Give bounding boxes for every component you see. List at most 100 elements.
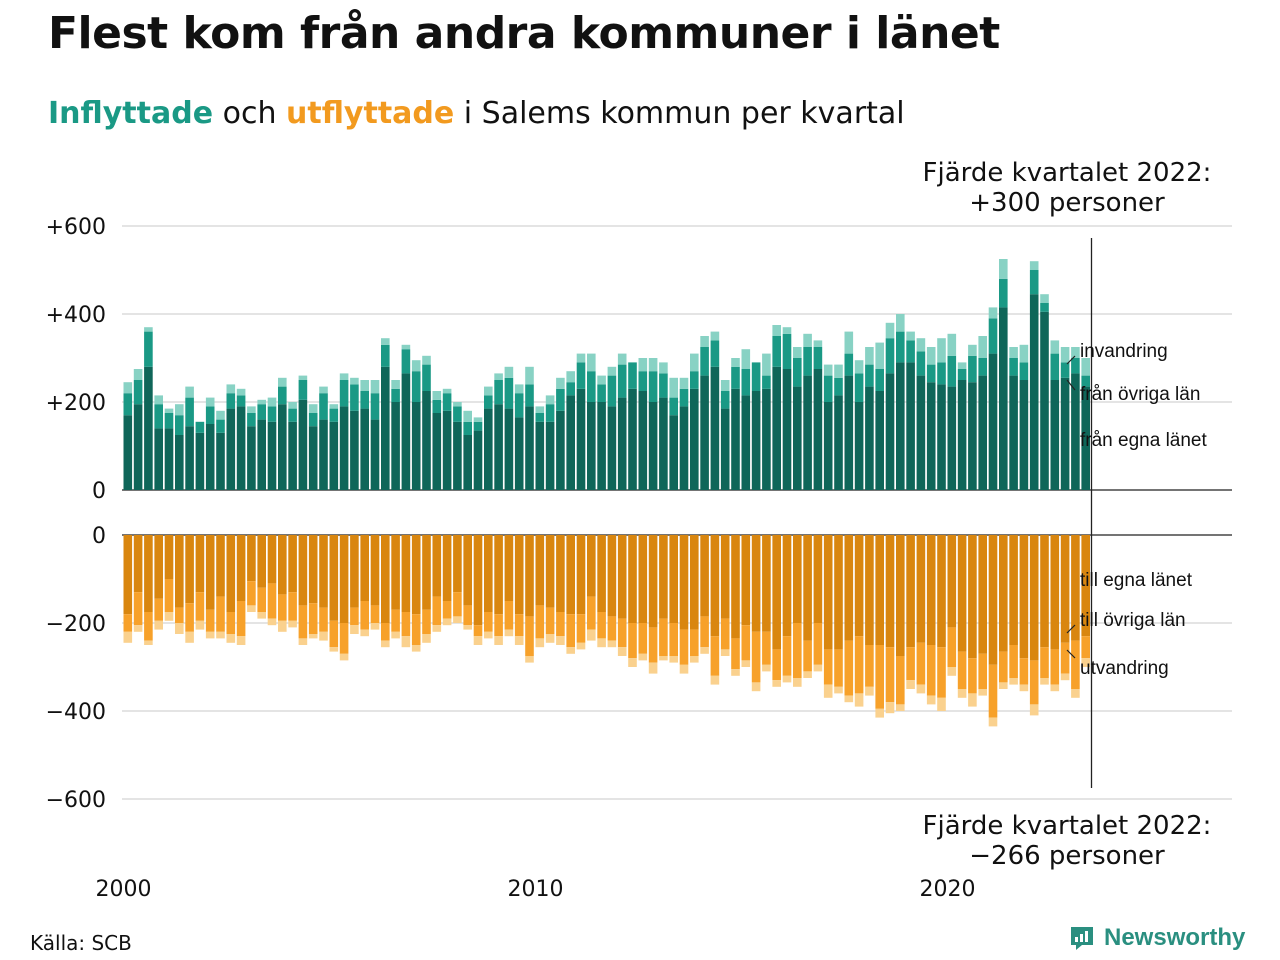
bar-out-1	[988, 664, 998, 718]
bar-out-2	[628, 658, 637, 667]
bar-out-2	[617, 647, 627, 656]
bar-in-2	[659, 362, 668, 374]
bar-out-2	[494, 636, 503, 645]
bar-in-1	[968, 355, 977, 383]
bar-out-1	[813, 623, 823, 665]
bar-in-0	[947, 386, 957, 490]
bar-out-1	[587, 596, 596, 630]
bar-in-0	[278, 404, 287, 490]
bar-out-0	[298, 535, 308, 606]
bar-out-0	[1071, 535, 1080, 641]
bar-out-0	[195, 535, 205, 593]
bar-out-1	[1040, 647, 1049, 678]
bar-out-0	[432, 535, 442, 597]
bar-out-0	[896, 535, 905, 656]
bar-in-1	[226, 393, 236, 409]
y-tick-label-bottom: 0	[92, 524, 106, 549]
bar-in-0	[298, 399, 308, 490]
bar-out-2	[710, 675, 720, 685]
x-tick-label: 2010	[508, 877, 564, 902]
label-invandring: invandring	[1080, 341, 1168, 362]
bar-out-2	[535, 638, 545, 648]
bar-out-1	[751, 631, 761, 683]
bar-in-1	[267, 406, 277, 422]
bar-in-2	[669, 377, 678, 398]
bar-in-0	[566, 395, 575, 490]
bar-in-0	[133, 404, 143, 490]
y-tick-label-bottom: −400	[46, 700, 106, 725]
subtitle-inflyttade: Inflyttade	[48, 96, 214, 131]
bar-in-1	[896, 331, 905, 363]
annotation-bottom-line2: −266 personer	[969, 841, 1165, 871]
bar-out-2	[236, 636, 246, 645]
bar-in-1	[607, 375, 617, 407]
bar-out-1	[896, 656, 905, 705]
bar-in-1	[1071, 358, 1080, 374]
bar-out-1	[999, 651, 1008, 683]
bar-in-0	[679, 406, 689, 490]
bar-out-2	[978, 689, 987, 696]
bar-out-1	[381, 623, 390, 641]
bar-in-2	[638, 358, 648, 372]
bar-out-2	[164, 612, 174, 621]
bar-out-1	[319, 607, 328, 632]
bar-in-1	[916, 351, 926, 376]
bar-in-2	[432, 391, 442, 400]
bar-out-2	[298, 638, 308, 645]
bar-out-1	[123, 614, 133, 632]
bar-out-2	[175, 623, 184, 634]
bar-in-2	[247, 406, 256, 413]
bar-out-2	[432, 625, 442, 632]
bar-out-1	[834, 649, 843, 687]
bar-in-2	[793, 347, 802, 358]
bar-in-0	[453, 421, 462, 490]
bar-in-0	[978, 375, 987, 490]
bar-out-0	[226, 535, 236, 612]
bar-in-0	[896, 362, 905, 490]
bar-out-1	[205, 609, 215, 632]
bar-in-0	[906, 362, 915, 490]
bar-out-2	[731, 669, 740, 676]
bar-out-2	[988, 717, 998, 727]
bar-out-0	[442, 535, 452, 601]
bar-in-0	[339, 406, 349, 490]
bar-in-1	[514, 393, 524, 418]
bar-in-1	[978, 358, 987, 376]
bar-out-1	[484, 612, 493, 632]
bar-out-0	[823, 535, 833, 650]
bar-out-0	[854, 535, 864, 637]
bar-in-2	[288, 402, 297, 409]
bar-out-0	[793, 535, 802, 623]
bar-out-1	[308, 603, 318, 634]
bar-in-0	[442, 410, 452, 490]
bar-in-2	[731, 358, 740, 367]
bar-out-2	[154, 620, 163, 630]
bar-out-0	[1009, 535, 1018, 645]
bar-out-1	[1081, 636, 1090, 659]
bar-in-1	[762, 375, 771, 389]
bar-out-2	[545, 634, 555, 643]
bar-out-0	[1081, 535, 1090, 637]
bar-out-0	[514, 535, 524, 615]
bar-in-2	[1029, 261, 1039, 270]
label-fran-egna-lanet: från egna länet	[1080, 430, 1207, 451]
bar-in-0	[617, 397, 627, 490]
bar-out-2	[834, 686, 843, 694]
bar-in-1	[731, 366, 740, 389]
bar-out-1	[772, 649, 781, 681]
bar-out-1	[556, 612, 565, 637]
bar-out-2	[1060, 673, 1070, 681]
bar-out-0	[494, 535, 503, 615]
bar-out-2	[700, 647, 709, 654]
bar-in-2	[494, 373, 503, 380]
bar-out-1	[504, 601, 514, 630]
bar-out-1	[154, 598, 163, 621]
bar-out-1	[793, 623, 802, 678]
bar-out-1	[679, 629, 689, 665]
bar-out-0	[154, 535, 163, 599]
bar-in-1	[339, 380, 349, 407]
bar-out-2	[391, 631, 400, 639]
bar-in-1	[844, 353, 854, 376]
bar-out-1	[617, 618, 627, 648]
bar-in-1	[350, 384, 359, 411]
